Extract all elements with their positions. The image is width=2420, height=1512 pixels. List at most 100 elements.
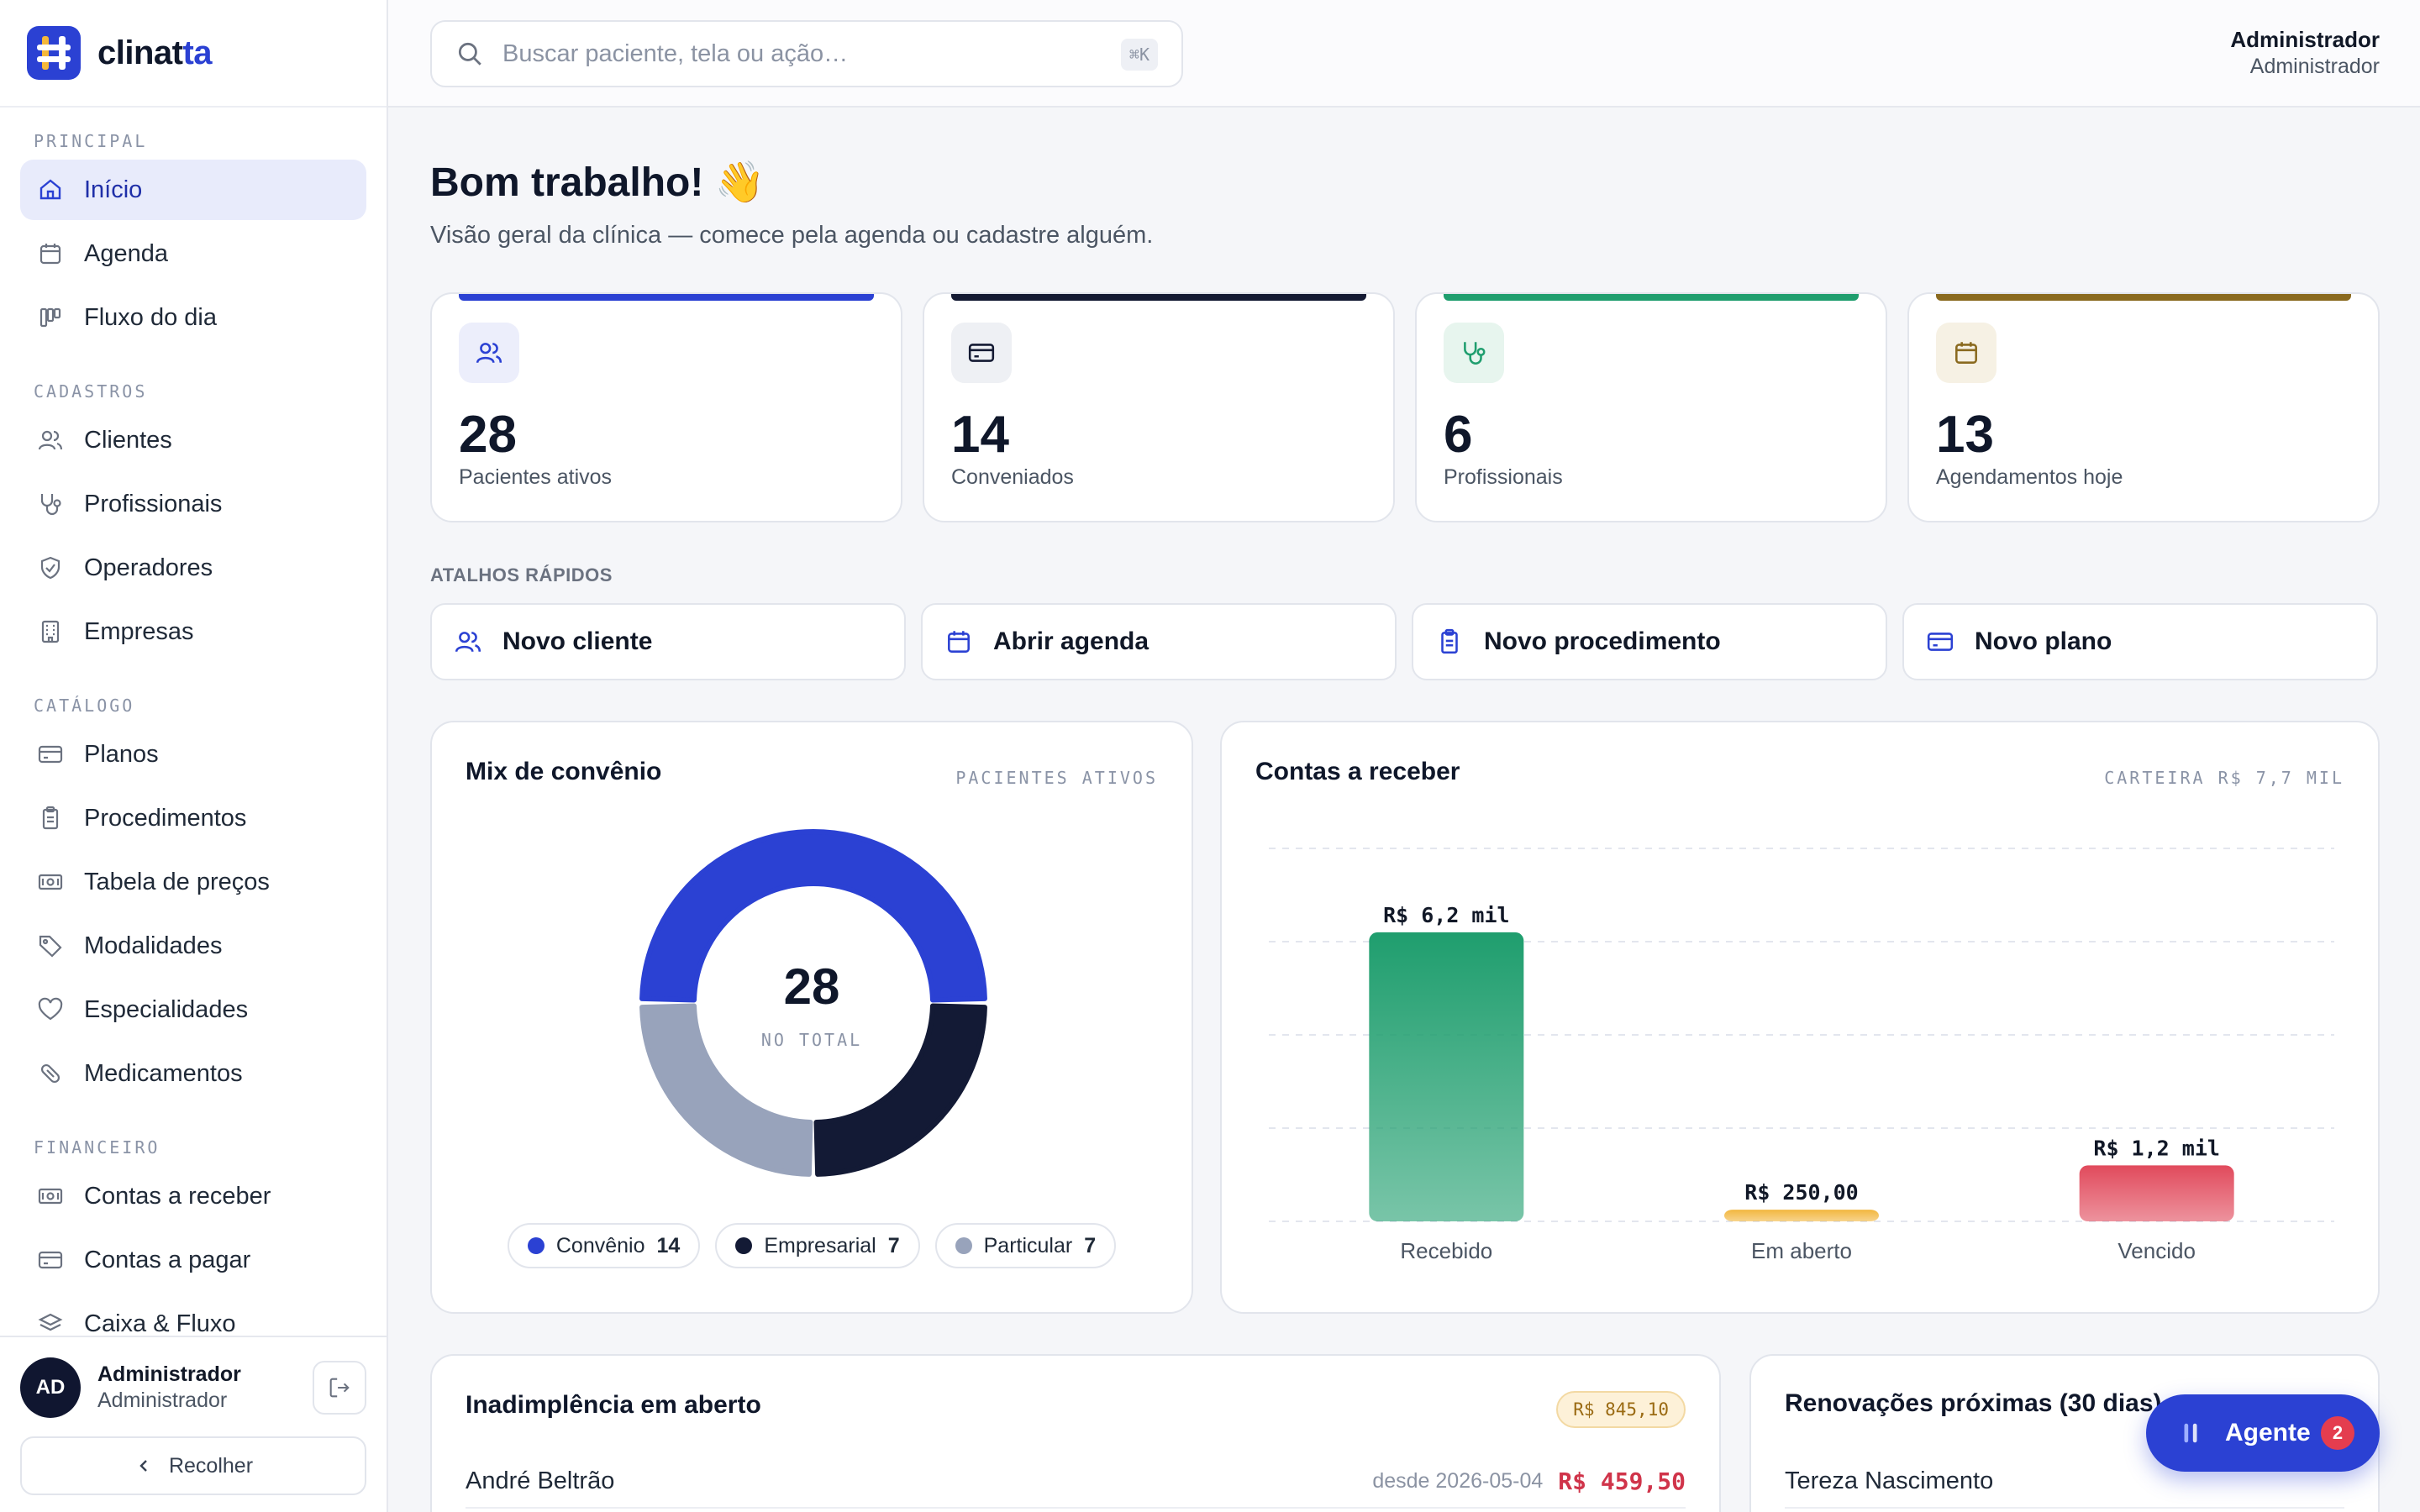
donut-slice-empresarial[interactable]	[813, 1003, 987, 1177]
legend-item-empresarial[interactable]: Empresarial 7	[715, 1223, 920, 1268]
sidebar-item-label: Caixa & Fluxo	[84, 1310, 236, 1336]
table-row[interactable]: André Beltrão desde 2026-05-04 R$ 459,50	[466, 1455, 1686, 1509]
sidebar: clinatta PRINCIPAL Início Agenda Fluxo d…	[0, 0, 388, 1512]
nav-section-principal: PRINCIPAL	[34, 131, 148, 151]
sidebar-item-label: Fluxo do dia	[84, 303, 217, 331]
sidebar-item-fluxo[interactable]: Fluxo do dia	[20, 287, 366, 348]
bar-em-aberto[interactable]	[1724, 1210, 1879, 1221]
top-user-menu[interactable]: Administrador Administrador	[2230, 27, 2380, 79]
bar-data-label: R$ 1,2 mil	[2093, 1136, 2220, 1160]
home-icon	[37, 176, 64, 203]
users-icon	[454, 627, 482, 656]
legend-item-particular[interactable]: Particular 7	[934, 1223, 1117, 1268]
sidebar-item-procedimentos[interactable]: Procedimentos	[20, 788, 366, 848]
shortcut-abrir-agenda[interactable]: Abrir agenda	[921, 603, 1397, 680]
kanban-icon	[37, 304, 64, 331]
banknote-icon	[37, 1183, 64, 1210]
sidebar-item-label: Planos	[84, 740, 159, 768]
logout-button[interactable]	[313, 1361, 366, 1415]
legend-item-convenio[interactable]: Convênio 14	[507, 1223, 701, 1268]
bar-recebido[interactable]	[1369, 932, 1524, 1221]
legend-value: 7	[887, 1233, 900, 1257]
card-title: Mix de convênio	[466, 758, 662, 785]
building-icon	[37, 618, 64, 645]
sidebar-item-planos[interactable]: Planos	[20, 724, 366, 785]
nav-section-financeiro: FINANCEIRO	[34, 1137, 160, 1158]
bar-data-label: R$ 6,2 mil	[1383, 903, 1510, 927]
sidebar-item-label: Medicamentos	[84, 1059, 243, 1087]
x-tick-label: Em aberto	[1751, 1238, 1852, 1263]
sidebar-item-label: Agenda	[84, 239, 168, 267]
stat-card-agendamentos[interactable]: 13 Agendamentos hoje	[1907, 292, 2380, 522]
tag-icon	[37, 932, 64, 959]
sidebar-item-especialidades[interactable]: Especialidades	[20, 979, 366, 1040]
legend-label: Particular	[983, 1233, 1073, 1257]
nav-section-cadastros: CADASTROS	[34, 381, 148, 402]
debt-amount: R$ 459,50	[1558, 1467, 1686, 1495]
stat-accent-bar	[1936, 294, 2351, 301]
sidebar-item-inicio[interactable]: Início	[20, 160, 366, 220]
donut-slice-convênio[interactable]	[639, 829, 987, 1003]
sidebar-item-label: Início	[84, 176, 143, 203]
sidebar-item-operadores[interactable]: Operadores	[20, 538, 366, 598]
sidebar-item-medicamentos[interactable]: Medicamentos	[20, 1043, 366, 1104]
agent-button[interactable]: Agente 2	[2146, 1394, 2380, 1472]
users-icon	[37, 427, 64, 454]
top-user-name: Administrador	[2230, 27, 2380, 52]
shortcut-label: Novo procedimento	[1484, 627, 1721, 655]
stat-card-pacientes[interactable]: 28 Pacientes ativos	[430, 292, 902, 522]
page-title: Bom trabalho! 👋	[430, 160, 765, 205]
search-icon	[458, 42, 481, 66]
stat-label: Profissionais	[1444, 465, 1563, 489]
collapse-label: Recolher	[168, 1453, 254, 1478]
sidebar-item-profissionais[interactable]: Profissionais	[20, 474, 366, 534]
sidebar-item-label: Contas a receber	[84, 1182, 271, 1210]
shortcut-novo-cliente[interactable]: Novo cliente	[430, 603, 906, 680]
pill-icon	[37, 1060, 64, 1087]
legend-dot	[527, 1237, 544, 1254]
credit-card-icon	[1926, 627, 1954, 656]
donut-legend: Convênio 14 Empresarial 7 Particular 7	[432, 1223, 1192, 1268]
legend-label: Convênio	[555, 1233, 645, 1257]
sidebar-item-contas-receber[interactable]: Contas a receber	[20, 1166, 366, 1226]
collapse-sidebar-button[interactable]: Recolher	[20, 1436, 366, 1495]
bar-data-label: R$ 250,00	[1744, 1180, 1858, 1205]
sidebar-item-label: Contas a pagar	[84, 1246, 251, 1273]
card-title: Renovações próximas (30 dias)	[1785, 1389, 2162, 1417]
stat-accent-bar	[459, 294, 874, 301]
donut-slice-particular[interactable]	[639, 1003, 813, 1177]
sidebar-item-contas-pagar[interactable]: Contas a pagar	[20, 1230, 366, 1290]
sidebar-item-label: Clientes	[84, 426, 172, 454]
banknote-icon	[37, 869, 64, 895]
sidebar-item-empresas[interactable]: Empresas	[20, 601, 366, 662]
stat-accent-bar	[1444, 294, 1859, 301]
stat-card-conveniados[interactable]: 14 Conveniados	[923, 292, 1395, 522]
topbar: ⌘K Administrador Administrador	[388, 0, 2420, 108]
sidebar-item-caixa[interactable]: Caixa & Fluxo	[20, 1294, 366, 1336]
sidebar-item-clientes[interactable]: Clientes	[20, 410, 366, 470]
donut-center-value: 28	[783, 958, 840, 1015]
chevron-left-icon	[139, 1460, 147, 1472]
sidebar-item-label: Modalidades	[84, 932, 223, 959]
sidebar-item-tabela[interactable]: Tabela de preços	[20, 852, 366, 912]
agent-icon	[2184, 1423, 2197, 1443]
shortcut-novo-plano[interactable]: Novo plano	[1902, 603, 2378, 680]
debt-since: desde 2026-05-04	[1372, 1468, 1544, 1493]
shortcuts-title: ATALHOS RÁPIDOS	[430, 564, 613, 585]
agent-label: Agente	[2225, 1419, 2311, 1446]
search-box[interactable]: ⌘K	[430, 20, 1183, 87]
shortcut-novo-procedimento[interactable]: Novo procedimento	[1412, 603, 1887, 680]
search-input[interactable]	[502, 39, 1074, 68]
avatar[interactable]: AD	[20, 1357, 81, 1418]
search-shortcut-badge: ⌘K	[1120, 39, 1158, 71]
stat-card-profissionais[interactable]: 6 Profissionais	[1415, 292, 1887, 522]
heart-icon	[37, 996, 64, 1023]
sidebar-item-agenda[interactable]: Agenda	[20, 223, 366, 284]
sidebar-footer: AD Administrador Administrador Recolher	[0, 1336, 387, 1512]
stethoscope-icon	[1444, 323, 1504, 383]
sidebar-item-modalidades[interactable]: Modalidades	[20, 916, 366, 976]
list-item[interactable]: Tereza Nascimento	[1785, 1455, 2344, 1509]
bar-vencido[interactable]	[2079, 1165, 2234, 1221]
clinatta-logo-icon[interactable]	[27, 26, 81, 80]
total-badge: R$ 845,10	[1556, 1391, 1686, 1428]
